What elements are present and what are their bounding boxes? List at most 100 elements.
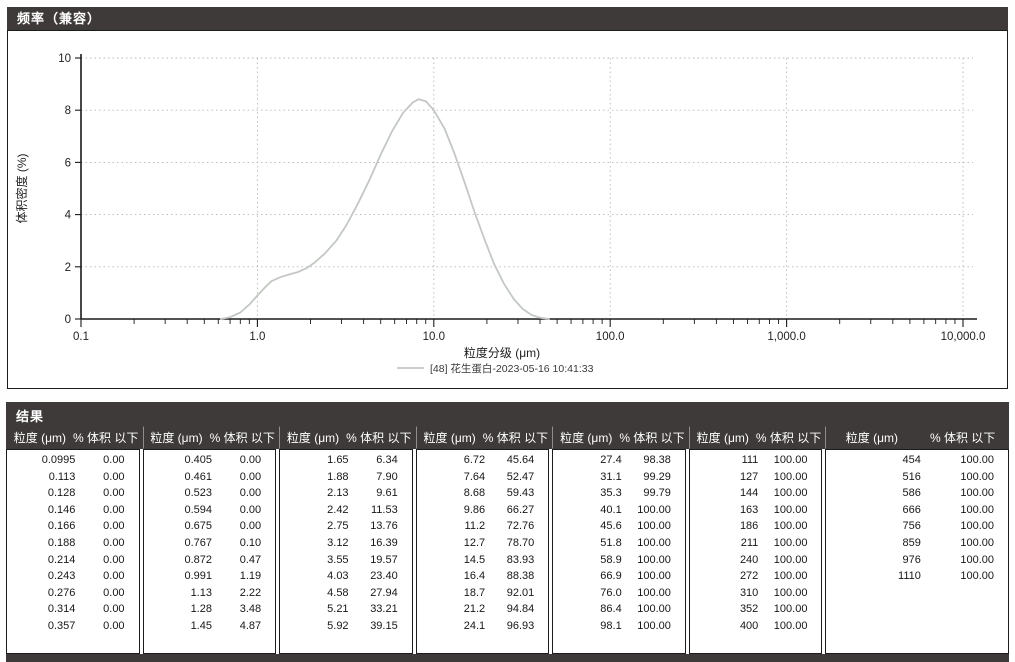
pct-value: 0.00 — [103, 553, 125, 566]
size-value: 21.2 — [463, 603, 486, 616]
results-group: 111 100.00 127 100.00 144 100.00 163 100.00 186 1… — [688, 449, 823, 654]
pct-value: 6.34 — [376, 454, 398, 466]
size-value: 516 — [902, 470, 921, 483]
pct-value: 100.00 — [637, 536, 671, 549]
table-row: 21.2 94.84 — [417, 601, 549, 618]
size-value: 11.2 — [464, 520, 486, 533]
pct-value: 19.57 — [370, 553, 398, 566]
size-value: 0.166 — [47, 520, 76, 533]
table-row: 272 100.00 — [690, 568, 822, 585]
table-row: 12.7 78.70 — [417, 535, 549, 552]
x-tick-label: 1.0 — [249, 331, 265, 343]
pct-value: 99.29 — [643, 470, 671, 483]
size-value: 4.03 — [327, 570, 349, 583]
y-tick-label: 6 — [65, 157, 71, 169]
pct-value: 0.47 — [239, 553, 262, 566]
table-row: 111 100.00 — [690, 452, 822, 469]
pct-value: 0.00 — [103, 586, 125, 599]
table-row: 86.4 100.00 — [553, 601, 685, 618]
table-row: 666 100.00 — [826, 502, 1008, 519]
table-row: 2.75 13.76 — [280, 518, 412, 535]
table-row: 0.594 0.00 — [144, 502, 276, 519]
size-value: 5.21 — [327, 603, 349, 616]
size-value: 5.92 — [327, 619, 349, 632]
size-value: 0.872 — [184, 553, 212, 566]
pct-value: 100.00 — [637, 503, 671, 516]
size-value: 0.0995 — [41, 454, 76, 466]
size-value: 1.65 — [327, 454, 349, 466]
size-value: 586 — [902, 487, 921, 500]
table-row: 8.68 59.43 — [417, 485, 549, 502]
table-row: 31.1 99.29 — [553, 469, 685, 486]
results-group: 454 100.00 516 100.00 586 100.00 666 100.00 756 1… — [825, 449, 1010, 654]
pct-value: 78.70 — [506, 536, 535, 549]
table-row: 58.9 100.00 — [553, 552, 685, 569]
table-row: 2.42 11.53 — [280, 502, 412, 519]
frequency-section-header: 频率（兼容） — [7, 7, 1008, 30]
size-value: 0.405 — [184, 454, 212, 466]
size-value: 0.146 — [47, 503, 76, 516]
x-axis-title: 粒度分级 (μm) — [464, 345, 540, 360]
size-value: 40.1 — [600, 503, 622, 516]
pct-column-header: % 体积 以下 — [929, 431, 996, 445]
table-row: 11.2 72.76 — [417, 518, 549, 535]
results-column-headers: 粒度 (μm)% 体积 以下 粒度 (μm)% 体积 以下 粒度 (μm)% 体积 … — [6, 426, 1009, 449]
size-value: 0.314 — [47, 603, 76, 616]
pct-value: 7.90 — [376, 470, 398, 483]
pct-value: 9.61 — [376, 487, 398, 500]
pct-value: 100.00 — [773, 487, 808, 500]
pct-value: 13.76 — [370, 520, 398, 533]
table-row: 0.128 0.00 — [7, 485, 139, 502]
column-header-cell: 粒度 (μm) % 体积 以下 — [415, 426, 550, 449]
pct-value: 100.00 — [773, 570, 808, 583]
size-value: 0.675 — [184, 520, 212, 533]
size-value: 76.0 — [600, 586, 622, 599]
table-row: 310 100.00 — [690, 585, 822, 602]
pct-value: 100.00 — [773, 603, 808, 616]
pct-column-header: % 体积 以下 — [482, 431, 549, 445]
pct-column-header: % 体积 以下 — [755, 431, 822, 445]
size-value: 3.55 — [327, 553, 349, 566]
pct-value: 100.00 — [960, 520, 995, 533]
pct-value: 0.00 — [239, 487, 262, 500]
pct-value: 99.79 — [643, 487, 671, 500]
table-row: 454 100.00 — [826, 452, 1008, 469]
size-value: 0.357 — [47, 619, 76, 632]
table-row: 1.28 3.48 — [144, 601, 276, 618]
size-value: 45.6 — [600, 520, 622, 533]
pct-value: 100.00 — [960, 487, 995, 500]
size-value: 0.243 — [47, 570, 76, 583]
pct-column-header: % 体积 以下 — [619, 431, 685, 445]
table-row: 0.113 0.00 — [7, 469, 139, 486]
results-table: 0.0995 0.00 0.113 0.00 0.128 0.00 0.146 0.00 0.1… — [6, 449, 1010, 654]
size-value: 666 — [902, 503, 921, 516]
column-header-cell: 粒度 (μm) % 体积 以下 — [142, 426, 277, 449]
table-row: 516 100.00 — [826, 469, 1008, 486]
table-row: 0.146 0.00 — [7, 502, 139, 519]
table-row: 0.991 1.19 — [144, 568, 276, 585]
table-row: 0.357 0.00 — [7, 618, 139, 635]
y-tick-label: 2 — [65, 262, 71, 274]
size-value: 0.188 — [47, 536, 76, 549]
size-value: 144 — [739, 487, 759, 500]
pct-value: 100.00 — [773, 586, 808, 599]
size-value: 98.1 — [600, 619, 622, 632]
x-tick-label: 10,000.0 — [941, 331, 986, 343]
size-value: 352 — [739, 603, 759, 616]
pct-value: 16.39 — [370, 536, 398, 549]
size-value: 4.58 — [327, 586, 349, 599]
pct-value: 39.15 — [370, 619, 398, 632]
column-header-cell: 粒度 (μm) % 体积 以下 — [688, 426, 823, 449]
pct-value: 100.00 — [773, 470, 808, 483]
size-value: 0.276 — [47, 586, 76, 599]
results-section-header: 结果 粒度 (μm)% 体积 以下 粒度 (μm)% 体积 以下 粒度 (μm)% … — [6, 402, 1009, 449]
size-value: 66.9 — [600, 570, 622, 583]
table-row: 186 100.00 — [690, 518, 822, 535]
pct-value: 96.93 — [506, 619, 535, 632]
size-value: 7.64 — [463, 470, 486, 483]
pct-value: 0.00 — [103, 470, 125, 483]
pct-value: 100.00 — [637, 586, 671, 599]
table-row: 586 100.00 — [826, 485, 1008, 502]
y-axis-title: 体积密度 (%) — [14, 153, 29, 223]
size-value: 14.5 — [463, 553, 486, 566]
